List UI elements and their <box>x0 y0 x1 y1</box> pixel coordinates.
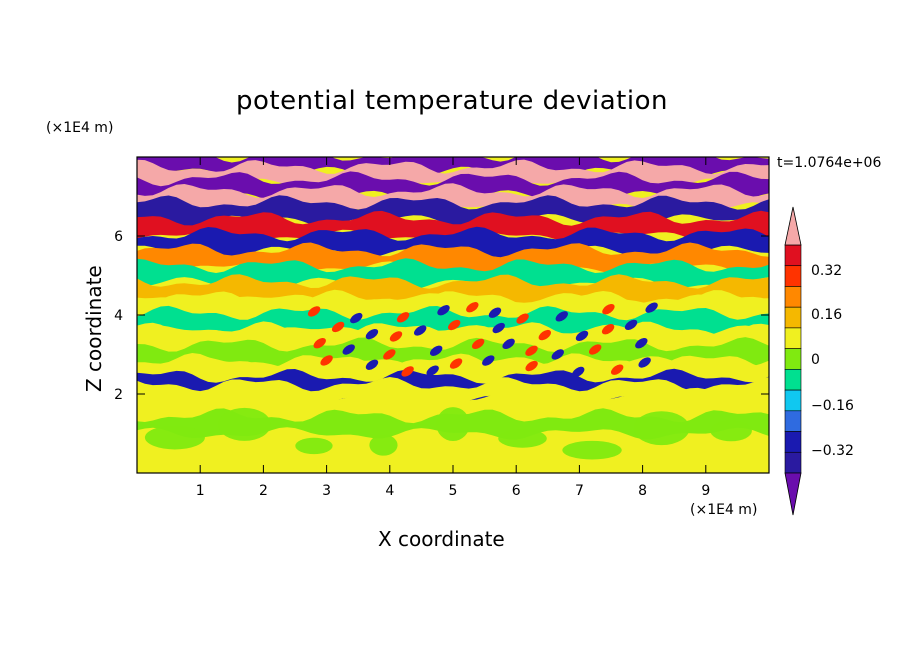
contour-cell <box>436 407 470 442</box>
x-tick-label: 2 <box>259 483 268 499</box>
x-axis-label: X coordinate <box>378 527 505 551</box>
contour-cell <box>396 312 410 323</box>
colorbar-swatch <box>784 410 802 432</box>
contour-cell <box>492 322 505 334</box>
colorbar-bottom-arrow <box>784 472 802 516</box>
colorbar-top-arrow <box>784 206 802 246</box>
contour-cell <box>320 355 333 366</box>
colorbar: 0.32 0.16 0 −0.16 −0.32 <box>784 206 854 516</box>
x-tick-label: 8 <box>638 483 647 499</box>
contour-cell <box>331 321 345 333</box>
x-tick-label: 7 <box>575 483 584 499</box>
x-tick-label: 1 <box>196 483 205 499</box>
contour-cell <box>430 345 443 356</box>
contour-cell <box>488 307 502 318</box>
x-tick-label: 9 <box>701 483 710 499</box>
contour-cell <box>466 302 479 313</box>
contour-cell <box>218 407 271 441</box>
x-tick-label: 3 <box>322 483 331 499</box>
contour-cell <box>389 331 403 342</box>
contour-cell <box>369 434 398 456</box>
contour-cell <box>645 302 658 313</box>
contour-cell <box>482 355 495 366</box>
contour-cell <box>602 304 615 315</box>
contour-band <box>137 157 769 180</box>
x-tick-label: 6 <box>512 483 521 499</box>
contour-cell <box>365 328 379 340</box>
contour-cell <box>471 338 485 350</box>
contour-band <box>137 183 769 215</box>
contour-cell <box>342 344 355 355</box>
contour-cell <box>575 330 589 342</box>
colorbar-swatch <box>784 286 802 308</box>
colorbar-label: −0.16 <box>811 398 854 414</box>
contour-cell <box>635 338 648 349</box>
contour-cell <box>589 344 602 355</box>
contour-cell <box>426 365 439 376</box>
y-axis: 2 4 6 <box>114 229 769 403</box>
x-axis: 1 2 3 4 5 6 7 8 9 <box>196 157 710 499</box>
colorbar-swatch <box>784 306 802 329</box>
colorbar-swatch <box>784 369 802 391</box>
contour-cell <box>551 349 564 360</box>
x-tick-label: 4 <box>385 483 394 499</box>
y-tick-label: 2 <box>114 387 123 403</box>
colorbar-swatch <box>784 348 802 370</box>
colorbar-label: −0.32 <box>811 443 854 459</box>
contour-field <box>137 157 769 473</box>
contour-cell <box>555 311 568 322</box>
contour-cell <box>313 338 326 349</box>
contour-cell <box>350 312 363 324</box>
contour-cell <box>449 358 463 369</box>
contour-cell <box>437 305 450 316</box>
contour-cell <box>601 324 615 335</box>
contour-band <box>137 210 769 243</box>
contour-cell <box>516 313 529 324</box>
contour-cell <box>624 319 638 331</box>
contour-band <box>137 377 769 409</box>
colorbar-swatch <box>784 327 802 349</box>
contour-cell <box>414 325 427 336</box>
colorbar-swatch <box>784 389 802 412</box>
colorbar-swatch <box>784 244 802 267</box>
contour-cell <box>572 366 585 378</box>
contour-cell <box>401 366 414 377</box>
contour-band <box>137 226 769 259</box>
contour-cell <box>611 364 624 375</box>
contour-cell <box>498 429 547 448</box>
contour-cell <box>538 329 551 341</box>
chart-title: potential temperature deviation <box>236 86 668 116</box>
contour-cell <box>633 411 690 446</box>
colorbar-label: 0.16 <box>811 307 842 323</box>
contour-cell <box>307 306 321 317</box>
contour-cell <box>365 359 379 370</box>
contour-cell <box>502 338 515 350</box>
colorbar-swatch <box>784 431 802 453</box>
y-axis-unit: (×1E4 m) <box>46 120 114 136</box>
contour-cell <box>144 425 205 450</box>
x-tick-label: 5 <box>449 483 458 499</box>
contour-cell <box>638 357 651 368</box>
time-label: t=1.0764e+06 <box>777 155 882 171</box>
y-tick-label: 6 <box>114 229 123 245</box>
contour-cell <box>295 437 333 455</box>
contour-cell <box>383 349 396 360</box>
x-axis-unit: (×1E4 m) <box>690 502 758 518</box>
colorbar-swatch <box>784 265 802 287</box>
contour-cell <box>710 420 752 442</box>
contour-cell <box>525 345 538 356</box>
contour-cell <box>448 319 461 331</box>
contour-cell <box>525 360 538 372</box>
colorbar-swatch <box>784 451 802 474</box>
colorbar-label: 0.32 <box>811 263 842 279</box>
contour-band <box>137 440 769 472</box>
y-tick-label: 4 <box>114 308 123 324</box>
contour-cell <box>562 440 622 460</box>
colorbar-label: 0 <box>811 352 820 368</box>
